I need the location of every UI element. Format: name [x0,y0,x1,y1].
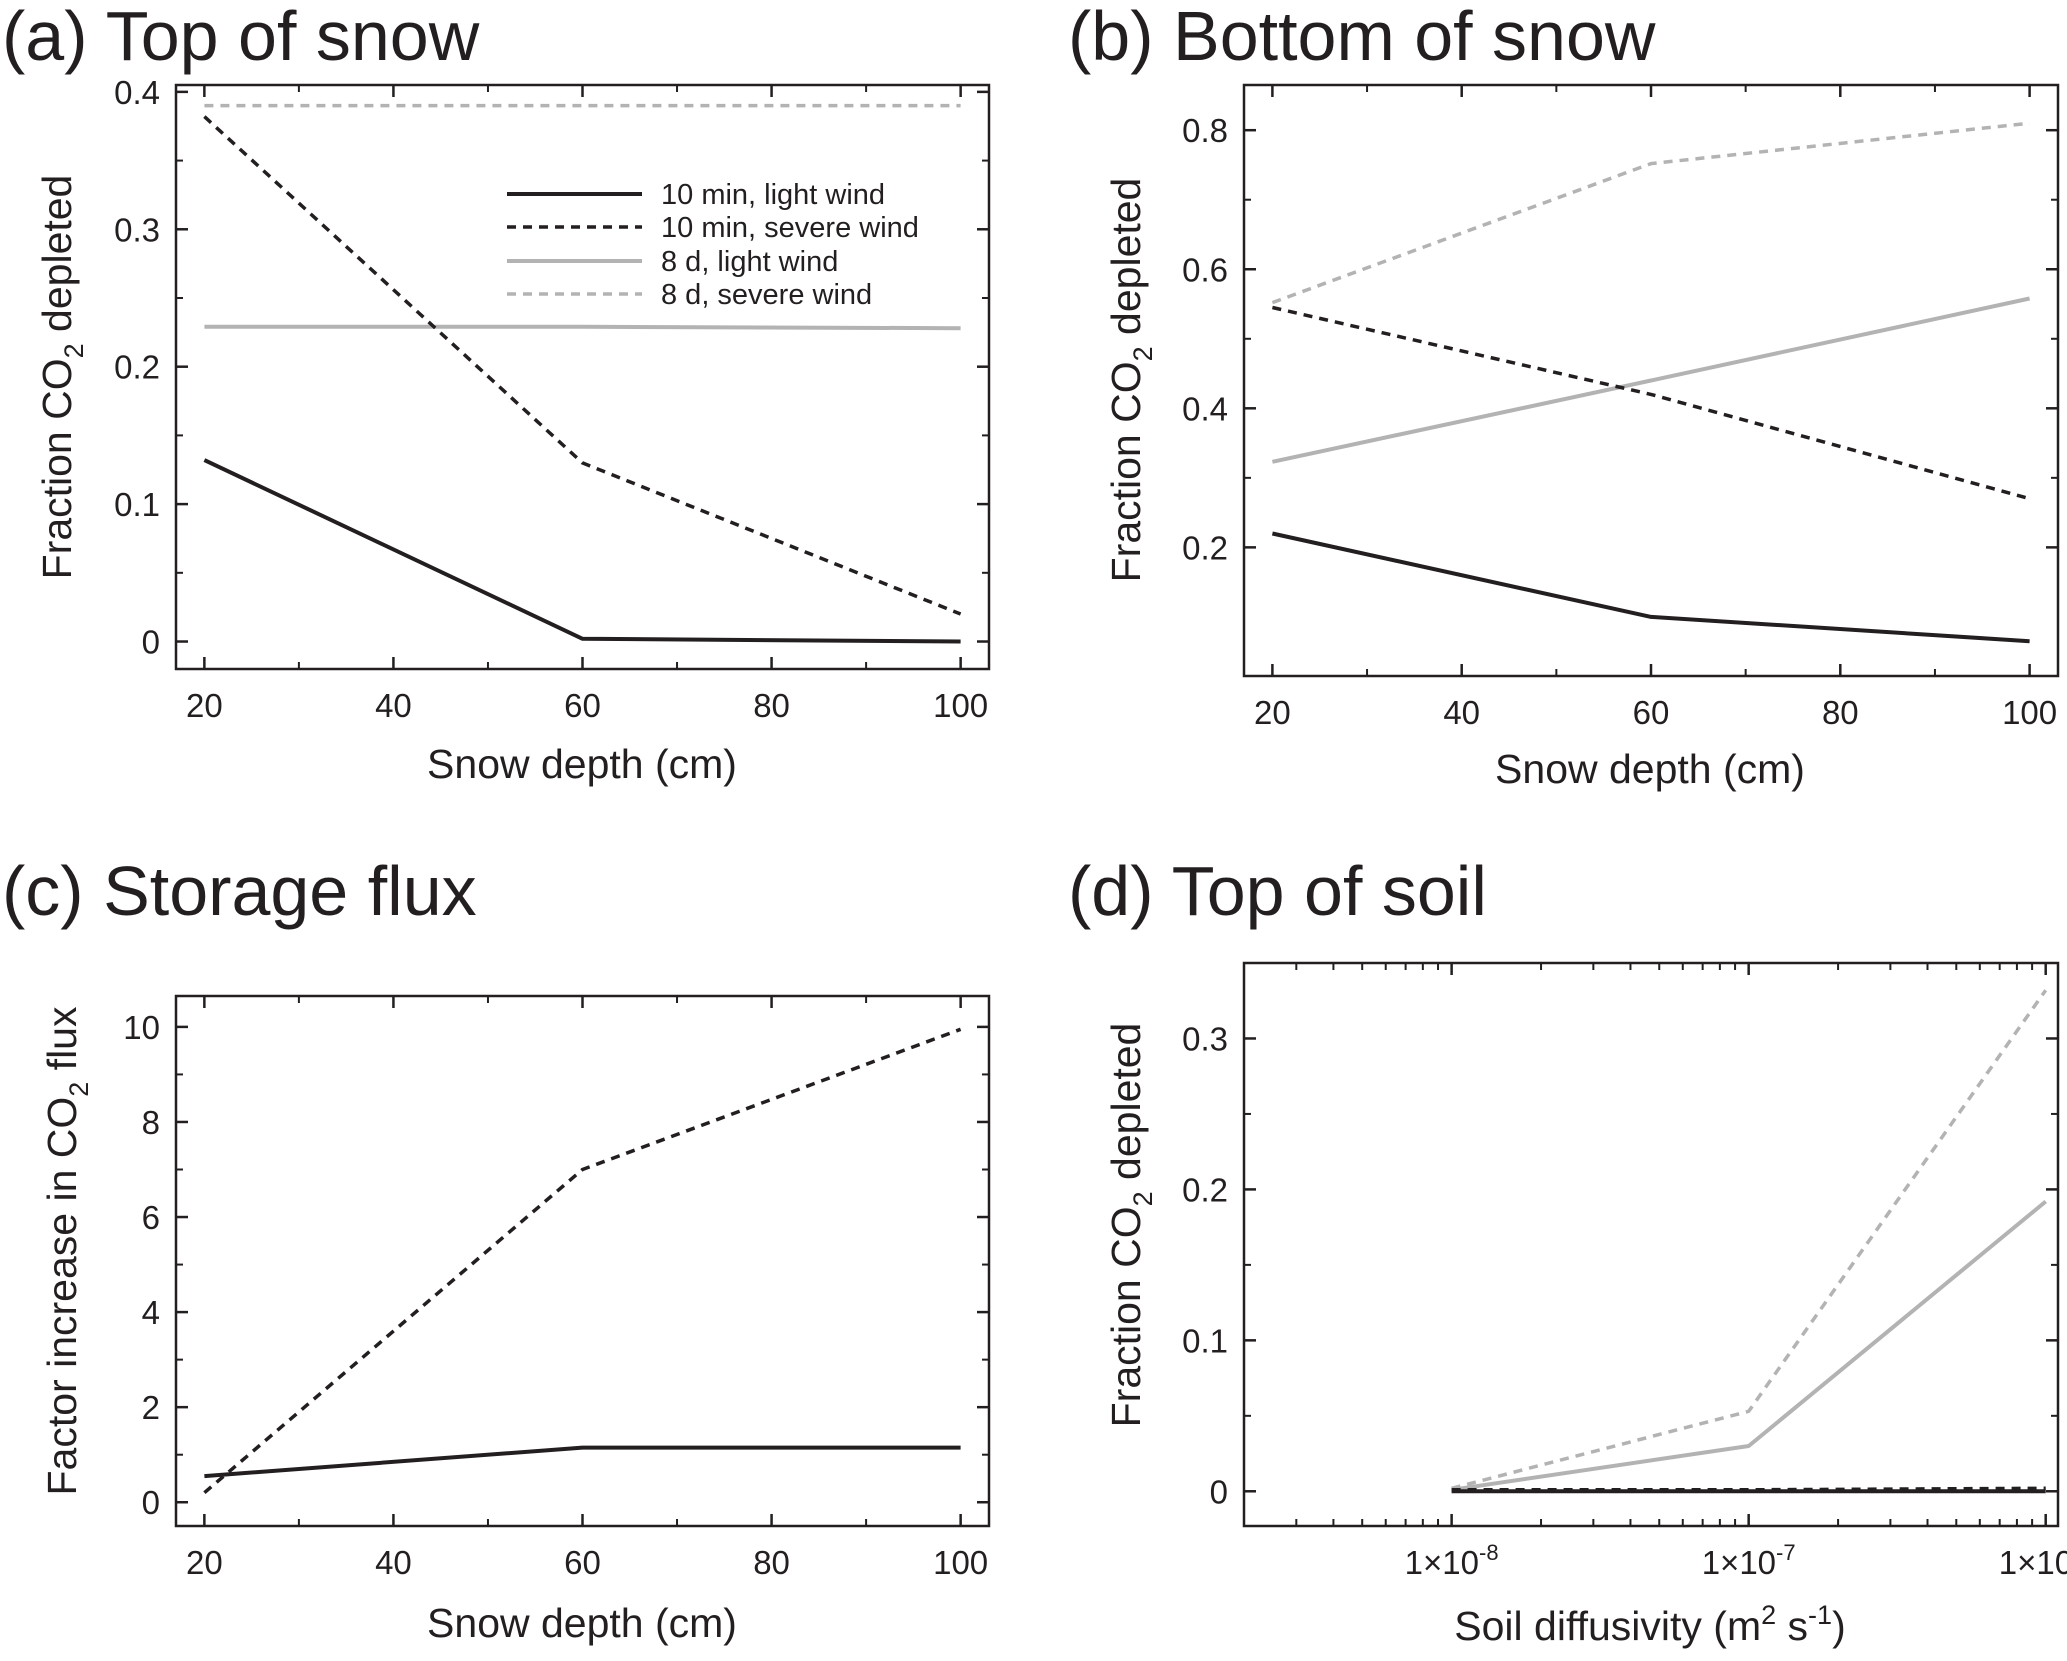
y-tick-label: 0.4 [1182,390,1228,427]
series-line-10-min-severe-wind [203,1027,962,1495]
y-tick-label: 0.1 [114,486,160,523]
y-tick-label: 0.6 [1182,251,1228,288]
series-line-10-min-light-wind [1271,531,2030,644]
x-tick-label: 100 [2002,694,2057,731]
panel-d-plot-area [1242,961,2060,1528]
x-tick-label: 80 [753,1544,790,1581]
panel-c-series [203,1027,962,1495]
panel-a-x-label: Snow depth (cm) [427,741,737,787]
panel-a-series [203,103,962,644]
y-tick-label: 8 [142,1104,160,1141]
y-tick-label: 0.2 [114,349,160,386]
y-tick-label: 4 [142,1294,160,1331]
series-line-10-min-light-wind [203,458,961,644]
panel-b: (b) Bottom of snow 20 40 60 80 100 0.2 0.4 0.6 0… [1068,0,2060,792]
panel-a-title: (a) Top of snow [2,0,480,75]
legend-label-10min-severe: 10 min, severe wind [661,212,919,244]
panel-d-title: (d) Top of soil [1068,852,1487,930]
x-tick-label: 80 [1822,694,1859,731]
panel-b-title: (b) Bottom of snow [1068,0,1656,75]
panel-a-y-label: Fraction CO2 depleted [34,175,89,580]
y-tick-label: 0.4 [114,74,160,111]
x-tick-label: 100 [933,687,988,724]
x-tick-label: 20 [186,687,223,724]
panel-a-ticks: 20 40 60 80 100 0 0.1 0.2 0.3 0.4 [114,74,989,724]
panel-b-series [1271,121,2031,644]
x-tick-label: 1×10-6 [1999,1540,2067,1581]
series-line-8-d-severe-wind [1451,989,2048,1490]
x-tick-label: 20 [186,1544,223,1581]
y-tick-label: 0.3 [1182,1020,1228,1057]
panel-a-plot-area [174,83,991,671]
y-tick-label: 0.2 [1182,1171,1228,1208]
panel-d-y-label: Fraction CO2 depleted [1103,1023,1158,1428]
panel-b-ticks: 20 40 60 80 100 0.2 0.4 0.6 0.8 [1182,85,2058,731]
x-tick-label: 60 [564,1544,601,1581]
panel-b-x-label: Snow depth (cm) [1495,746,1805,792]
panel-d-series [1451,989,2048,1494]
legend-label-10min-light: 10 min, light wind [661,179,885,211]
x-tick-label: 80 [753,687,790,724]
series-line-10-min-severe-wind [203,115,962,616]
panel-d: (d) Top of soil 1×10-8 1×10-7 1×10-6 0 0.1 0.… [1068,852,2067,1649]
series-line-8-d-severe-wind [1271,121,2030,305]
y-tick-label: 6 [142,1199,160,1236]
series-line-8-d-light-wind [1451,1199,2047,1492]
panel-c: (c) Storage flux 20 40 60 80 100 0 2 4 6 8 10 Snow… [2,852,991,1646]
panel-c-title: (c) Storage flux [2,852,477,930]
y-tick-label: 0.2 [1182,529,1228,566]
y-tick-label: 0 [142,624,160,661]
y-tick-label: 10 [123,1009,160,1046]
y-tick-label: 0 [1210,1473,1228,1510]
x-tick-label: 40 [375,1544,412,1581]
series-line-10-min-light-wind [204,1445,961,1479]
series-line-10-min-severe-wind [1272,305,2031,501]
y-tick-label: 0.3 [114,211,160,248]
panel-d-x-label: Soil diffusivity (m2 s-1) [1454,1600,1845,1649]
x-tick-label: 40 [375,687,412,724]
panel-c-x-label: Snow depth (cm) [427,1600,737,1646]
panel-b-y-label: Fraction CO2 depleted [1103,178,1158,583]
x-tick-label: 40 [1443,694,1480,731]
x-tick-label: 1×10-7 [1702,1540,1796,1581]
legend-label-8d-light: 8 d, light wind [661,246,838,278]
y-tick-label: 0 [142,1484,160,1521]
x-tick-label: 100 [933,1544,988,1581]
panel-d-ticks: 1×10-8 1×10-7 1×10-6 0 0.1 0.2 0.3 [1182,962,2067,1581]
y-tick-label: 0.1 [1182,1322,1228,1359]
x-tick-label: 1×10-8 [1405,1540,1499,1581]
panel-c-ticks: 20 40 60 80 100 0 2 4 6 8 10 [123,996,989,1581]
panel-a: (a) Top of snow 20 40 60 80 100 0 0.1 0.2 0.3 0.4… [2,0,991,787]
series-line-8-d-light-wind [204,324,961,331]
series-line-8-d-light-wind [1271,296,2031,464]
panel-a-legend: 10 min, light wind 10 min, severe wind 8… [507,179,919,311]
y-tick-label: 2 [142,1389,160,1426]
x-tick-label: 60 [1633,694,1670,731]
panel-c-y-label: Factor increase in CO2 flux [39,1006,94,1495]
legend-label-8d-severe: 8 d, severe wind [661,279,872,311]
x-tick-label: 60 [564,687,601,724]
y-tick-label: 0.8 [1182,112,1228,149]
x-tick-label: 20 [1254,694,1291,731]
